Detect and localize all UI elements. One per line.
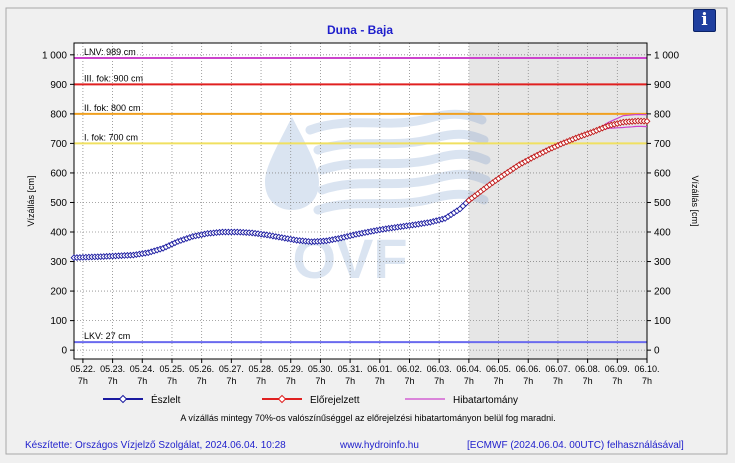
- x-tick-label: 05.22.: [70, 364, 95, 374]
- y-axis-title-right: Vízállás [cm]: [690, 175, 700, 226]
- forecast-shade: [468, 43, 647, 359]
- info-icon[interactable]: i: [693, 9, 716, 32]
- x-tick-sublabel: 7h: [137, 376, 147, 386]
- y-tick-label-right: 500: [654, 198, 671, 209]
- y-tick-label-right: 200: [654, 287, 671, 298]
- threshold-label: I. fok: 700 cm: [84, 132, 138, 142]
- x-tick-sublabel: 7h: [523, 376, 533, 386]
- x-tick-sublabel: 7h: [78, 376, 88, 386]
- legend-observed-marker: [118, 394, 128, 404]
- x-tick-sublabel: 7h: [494, 376, 504, 386]
- y-tick-label-left: 500: [50, 198, 67, 209]
- y-tick-label-left: 700: [50, 139, 67, 150]
- x-tick-sublabel: 7h: [345, 376, 355, 386]
- legend-forecast-marker: [277, 394, 287, 404]
- x-tick-sublabel: 7h: [286, 376, 296, 386]
- x-tick-sublabel: 7h: [583, 376, 593, 386]
- legend-forecast-label: Előrejelzett: [310, 395, 360, 406]
- x-tick-label: 06.06.: [516, 364, 541, 374]
- water-drop-logo: OVF: [265, 109, 491, 290]
- x-tick-label: 05.27.: [219, 364, 244, 374]
- threshold-label: LKV: 27 cm: [84, 331, 130, 341]
- x-tick-sublabel: 7h: [197, 376, 207, 386]
- x-tick-label: 06.10.: [634, 364, 659, 374]
- y-tick-label-right: 600: [654, 168, 671, 179]
- y-tick-label-left: 400: [50, 228, 67, 239]
- y-tick-label-left: 200: [50, 287, 67, 298]
- x-tick-label: 05.28.: [249, 364, 274, 374]
- x-tick-sublabel: 7h: [375, 376, 385, 386]
- plot-border: [73, 42, 648, 360]
- y-tick-label-right: 0: [654, 346, 660, 357]
- threshold-label: LNV: 989 cm: [84, 47, 136, 57]
- y-tick-label-right: 1 000: [654, 50, 679, 61]
- x-tick-label: 05.29.: [278, 364, 303, 374]
- y-tick-label-left: 600: [50, 168, 67, 179]
- y-tick-label-left: 900: [50, 80, 67, 91]
- x-tick-label: 05.26.: [189, 364, 214, 374]
- x-tick-sublabel: 7h: [553, 376, 563, 386]
- x-tick-label: 06.09.: [605, 364, 630, 374]
- probability-note: A vízállás mintegy 70%-os valószínűségge…: [180, 413, 555, 423]
- x-tick-sublabel: 7h: [108, 376, 118, 386]
- footer-credit: Készítette: Országos Vízjelző Szolgálat,…: [25, 440, 286, 451]
- y-tick-label-left: 800: [50, 109, 67, 120]
- x-tick-sublabel: 7h: [256, 376, 266, 386]
- x-tick-label: 06.02.: [397, 364, 422, 374]
- x-tick-sublabel: 7h: [404, 376, 414, 386]
- legend-error-band-label: Hibatartomány: [453, 395, 518, 406]
- x-tick-sublabel: 7h: [167, 376, 177, 386]
- y-tick-label-left: 300: [50, 257, 67, 268]
- x-tick-sublabel: 7h: [226, 376, 236, 386]
- y-tick-label-left: 0: [61, 346, 67, 357]
- x-tick-sublabel: 7h: [642, 376, 652, 386]
- x-tick-label: 05.30.: [308, 364, 333, 374]
- x-tick-label: 06.03.: [427, 364, 452, 374]
- x-tick-label: 06.05.: [486, 364, 511, 374]
- x-tick-sublabel: 7h: [315, 376, 325, 386]
- y-tick-label-left: 1 000: [42, 50, 67, 61]
- y-tick-label-right: 300: [654, 257, 671, 268]
- y-axis-title-left: Vízállás [cm]: [26, 175, 36, 226]
- y-tick-label-right: 900: [654, 80, 671, 91]
- x-tick-label: 05.24.: [130, 364, 155, 374]
- chart-frame: [5, 7, 728, 455]
- x-tick-label: 06.04.: [456, 364, 481, 374]
- x-tick-label: 06.07.: [545, 364, 570, 374]
- y-tick-label-right: 100: [654, 316, 671, 327]
- y-tick-label-right: 800: [654, 109, 671, 120]
- y-tick-label-right: 400: [654, 228, 671, 239]
- legend-observed-label: Észlelt: [151, 393, 181, 406]
- y-tick-label-left: 100: [50, 316, 67, 327]
- x-tick-sublabel: 7h: [434, 376, 444, 386]
- footer-url[interactable]: www.hydroinfo.hu: [340, 440, 419, 451]
- x-tick-label: 06.01.: [367, 364, 392, 374]
- footer-model: [ECMWF (2024.06.04. 00UTC) felhasználásá…: [467, 440, 684, 451]
- y-tick-label-right: 700: [654, 139, 671, 150]
- forecast-point: [643, 117, 651, 125]
- threshold-label: II. fok: 800 cm: [84, 103, 141, 113]
- x-tick-sublabel: 7h: [612, 376, 622, 386]
- x-tick-label: 05.23.: [100, 364, 125, 374]
- threshold-label: III. fok: 900 cm: [84, 73, 143, 83]
- x-tick-label: 05.25.: [159, 364, 184, 374]
- x-tick-label: 05.31.: [338, 364, 363, 374]
- x-tick-label: 06.08.: [575, 364, 600, 374]
- chart-title: Duna - Baja: [327, 23, 393, 37]
- x-tick-sublabel: 7h: [464, 376, 474, 386]
